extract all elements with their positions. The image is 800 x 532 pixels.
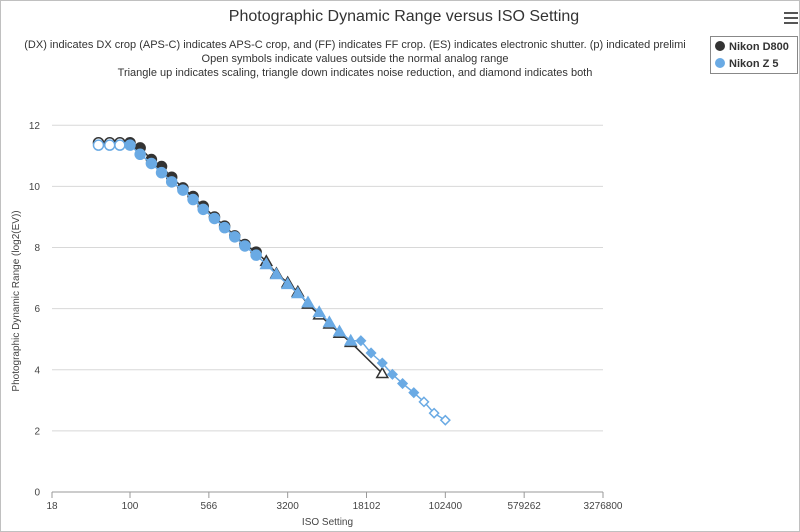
x-axis-title: ISO Setting <box>302 517 353 528</box>
data-point-triangle <box>259 257 274 270</box>
x-tick-label: 100 <box>122 501 139 512</box>
x-tick-label: 102400 <box>429 501 463 512</box>
y-tick-label: 2 <box>34 426 40 437</box>
y-tick-label: 0 <box>34 488 40 499</box>
data-point-triangle <box>375 366 390 379</box>
data-point-circle <box>250 249 262 261</box>
data-point-diamond <box>439 414 451 426</box>
data-point-circle <box>197 203 209 216</box>
chart-legend: Nikon D800 Nikon Z 5 <box>710 36 798 74</box>
data-point-circle <box>218 221 231 234</box>
data-point-triangle <box>343 333 358 346</box>
x-tick-label: 18102 <box>353 501 381 512</box>
data-point-diamond <box>397 377 409 390</box>
data-point-circle <box>239 240 251 252</box>
series-line <box>98 144 446 421</box>
legend-item-nikon-d800[interactable]: Nikon D800 <box>715 39 789 55</box>
data-point-triangle <box>312 305 326 318</box>
data-point-circle <box>187 193 199 206</box>
data-point-circle <box>103 139 116 151</box>
subtitle-line-1: (DX) indicates DX crop (APS-C) indicates… <box>24 39 686 51</box>
x-tick-label: 3200 <box>277 501 300 512</box>
x-tick-label: 579262 <box>507 501 541 512</box>
data-point-circle <box>155 166 168 179</box>
data-point-circle <box>177 184 189 196</box>
subtitle-line-2: Open symbols indicate values outside the… <box>201 53 509 65</box>
data-point-circle <box>92 139 105 151</box>
data-point-triangle <box>322 315 337 328</box>
data-point-diamond <box>386 368 398 380</box>
data-point-triangle <box>291 286 305 299</box>
data-point-circle <box>114 139 126 151</box>
data-point-circle <box>124 139 136 151</box>
data-point-diamond <box>418 396 430 408</box>
legend-label: Nikon Z 5 <box>729 58 779 70</box>
legend-label: Nikon D800 <box>729 41 789 53</box>
data-point-diamond <box>376 357 388 369</box>
data-point-triangle <box>301 295 315 308</box>
data-point-circle <box>145 157 158 170</box>
series-line <box>98 141 383 374</box>
chart-subtitle: (DX) indicates DX crop (APS-C) indicates… <box>0 38 710 80</box>
data-point-triangle <box>280 277 295 290</box>
x-tick-label: 3276800 <box>584 501 623 512</box>
data-point-circle <box>134 148 146 161</box>
data-point-circle <box>208 212 221 225</box>
data-point-diamond <box>408 387 420 399</box>
y-tick-label: 4 <box>34 365 40 376</box>
data-point-diamond <box>365 347 377 359</box>
subtitle-line-3: Triangle up indicates scaling, triangle … <box>117 67 593 79</box>
x-tick-label: 566 <box>201 501 218 512</box>
data-point-triangle <box>332 324 347 337</box>
legend-swatch-circle-icon <box>715 58 725 69</box>
hamburger-menu-icon[interactable] <box>784 12 798 26</box>
chart-title: Photographic Dynamic Range versus ISO Se… <box>228 8 580 25</box>
data-point-triangle <box>269 267 284 280</box>
y-axis-title: Photographic Dynamic Range (log2(EV)) <box>11 210 22 391</box>
x-tick-label: 18 <box>46 501 58 512</box>
y-tick-label: 12 <box>29 121 41 132</box>
data-point-diamond <box>428 407 440 419</box>
data-point-circle <box>165 176 178 188</box>
y-tick-label: 6 <box>34 304 40 315</box>
legend-swatch-circle-icon <box>715 41 725 52</box>
data-point-diamond <box>355 335 367 347</box>
data-point-circle <box>229 231 241 243</box>
y-tick-label: 10 <box>29 182 41 193</box>
legend-item-nikon-z5[interactable]: Nikon Z 5 <box>715 56 779 72</box>
y-tick-label: 8 <box>34 243 40 254</box>
